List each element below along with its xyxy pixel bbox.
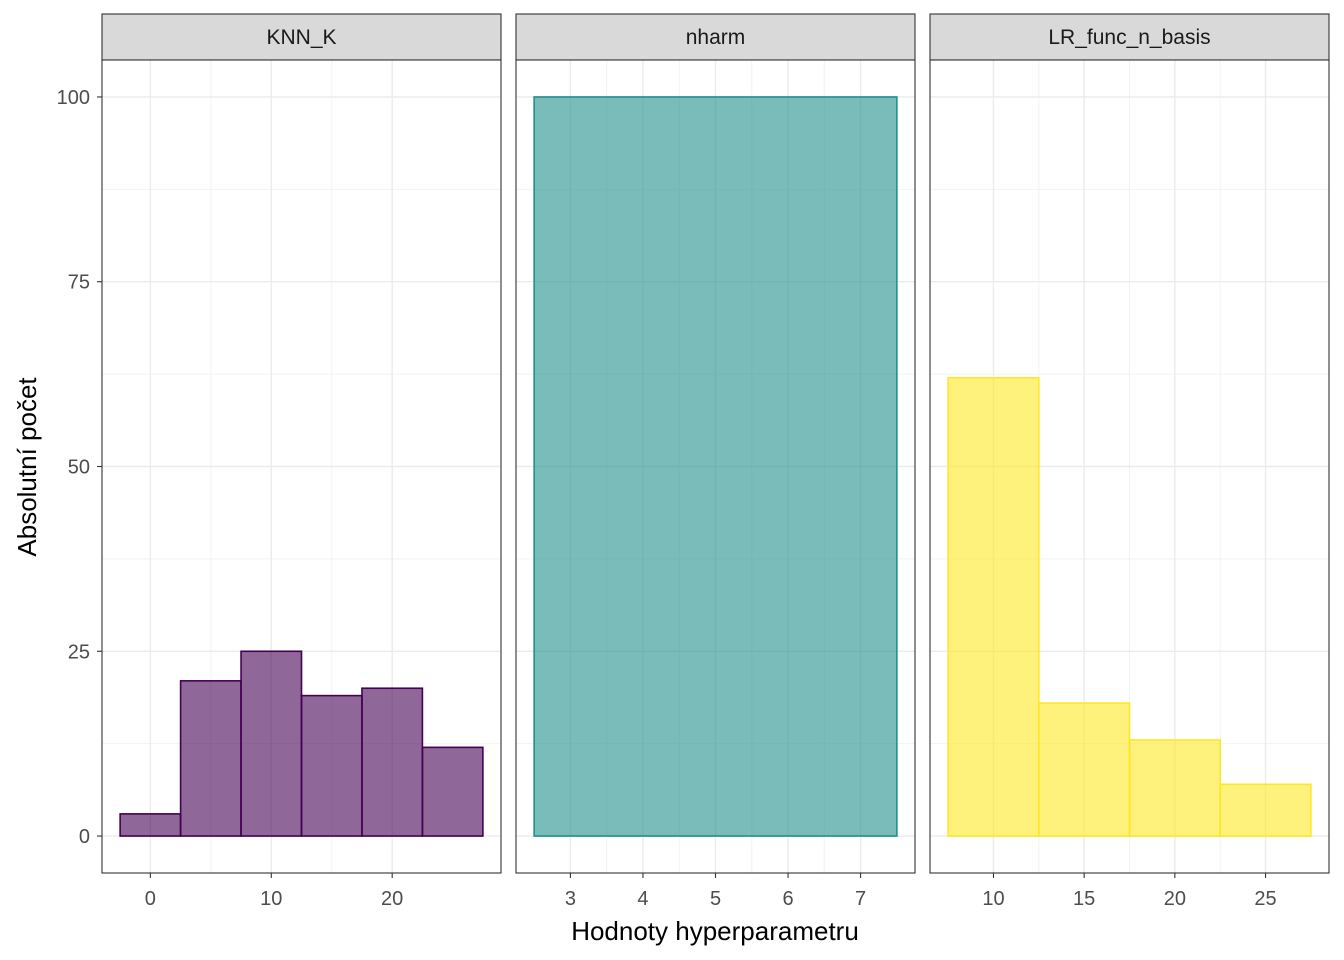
facet-strip-label: KNN_K — [266, 26, 336, 49]
histogram-bar — [1219, 783, 1312, 837]
panel-border — [929, 59, 1330, 874]
x-tick-label: 20 — [381, 888, 403, 910]
x-tick-label: 7 — [855, 888, 866, 910]
y-axis-title: Absolutní počet — [12, 377, 42, 557]
histogram-bar — [119, 813, 182, 837]
x-tick-label: 6 — [782, 888, 793, 910]
x-tick-label: 10 — [260, 888, 282, 910]
y-axis: 0 25 50 75 100 — [57, 87, 102, 848]
facet-strip — [515, 13, 916, 61]
y-tick-label: 25 — [68, 641, 90, 663]
facet-panel-KNN_K: KNN_K 0 10 20 — [101, 13, 502, 910]
x-axis-title: Hodnoty hyperparametru — [571, 916, 859, 946]
histogram-bar — [533, 96, 898, 837]
y-tick-label: 0 — [79, 826, 90, 848]
y-tick-label: 75 — [68, 272, 90, 294]
x-tick-label: 5 — [710, 888, 721, 910]
x-tick-label: 25 — [1254, 888, 1276, 910]
histogram-bar — [421, 746, 484, 837]
facet-strip-label: nharm — [686, 26, 746, 49]
facet-panel-nharm: nharm 3 4 5 6 7 — [515, 13, 916, 910]
x-tick-label: 20 — [1164, 888, 1186, 910]
facet-panel-LR_func_n_basis: LR_func_n_basis 10 15 20 25 — [929, 13, 1330, 910]
facet-strip — [929, 13, 1330, 61]
x-tick-label: 3 — [565, 888, 576, 910]
histogram-bar — [240, 650, 303, 837]
histogram-bar — [1128, 739, 1221, 837]
histogram-bar — [179, 680, 242, 837]
y-tick-label: 50 — [68, 457, 90, 479]
x-tick-label: 0 — [145, 888, 156, 910]
x-tick-label: 15 — [1073, 888, 1095, 910]
histogram-bar — [361, 687, 424, 837]
facet-strip-label: LR_func_n_basis — [1048, 26, 1210, 49]
histogram-bar — [1038, 702, 1131, 837]
x-tick-label: 4 — [637, 888, 648, 910]
panel-border — [101, 59, 502, 874]
facet-panels: KNN_K 0 10 20 nharm 3 4 5 6 7 LR_func_n_basis 10 15 2… — [101, 13, 1330, 910]
histogram-bar — [947, 377, 1040, 837]
facet-strip — [101, 13, 502, 61]
histogram-bar — [300, 694, 363, 837]
y-tick-label: 100 — [57, 87, 90, 109]
x-tick-label: 10 — [982, 888, 1004, 910]
